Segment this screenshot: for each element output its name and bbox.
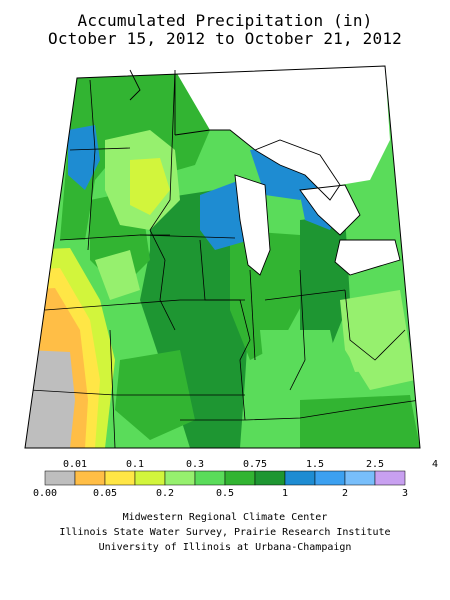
legend-swatch (44, 470, 76, 486)
lake-outlines (129, 69, 401, 276)
legend-upper-label: 4 (431, 459, 439, 470)
boundary-mi-in (264, 289, 346, 301)
legend-upper-label: 0.75 (242, 459, 268, 470)
field-mich-ohio-15-2 (300, 215, 350, 350)
boundary-ia-ne (159, 259, 176, 331)
legend-upper-label: 2.5 (365, 459, 385, 470)
legend-swatch (344, 470, 376, 486)
legend-lower-label: 0.00 (32, 488, 58, 499)
legend-upper-label: 0.01 (62, 459, 88, 470)
field-mn-02-03 (130, 158, 170, 215)
boundary-il-west (199, 239, 251, 421)
credit-line-1: Midwestern Regional Climate Center (122, 512, 328, 523)
boundary-il-in (249, 269, 256, 361)
legend-swatch (164, 470, 196, 486)
legend-swatch (134, 470, 166, 486)
water-and-canada (175, 66, 400, 275)
lake-erie-ontario (335, 240, 400, 275)
lake-michigan (235, 175, 270, 275)
boundary-mn-wi (149, 69, 176, 261)
legend-swatch (374, 470, 406, 486)
boundary-ks-ok (29, 389, 245, 396)
erie-outline (334, 239, 401, 276)
legend-lower-label: 2 (341, 488, 349, 499)
field-west-000-001 (25, 350, 75, 448)
boundary-ky-tn (244, 399, 420, 421)
boundary-dakotas (87, 79, 96, 251)
boundary-in-oh (289, 269, 306, 391)
michigan-outline (234, 174, 271, 276)
field-kentucky-1-15 (300, 395, 420, 448)
lake-huron (300, 185, 360, 235)
legend-lower-label: 3 (401, 488, 409, 499)
field-nd-2-25 (68, 125, 100, 190)
legend-swatch (224, 470, 256, 486)
legend-swatch (194, 470, 226, 486)
field-ohio-light (345, 340, 385, 372)
state-boundaries (29, 69, 420, 448)
legend-lower-label: 0.05 (92, 488, 118, 499)
superior-outline (174, 129, 341, 201)
map-title-line-1: Accumulated Precipitation (in) (77, 11, 373, 30)
legend-swatch (284, 470, 316, 486)
field-indiana-05-1 (260, 330, 345, 420)
legend-upper-label: 1.5 (305, 459, 325, 470)
credit-line-3: University of Illinois at Urbana-Champai… (98, 542, 352, 553)
lake-of-woods (129, 69, 141, 101)
boundary-co-ks (109, 329, 116, 448)
legend-color-bar (44, 470, 406, 486)
legend-lower-label: 0.5 (215, 488, 235, 499)
map-frame (24, 65, 421, 449)
map-title-line-2: October 15, 2012 to October 21, 2012 (48, 29, 402, 48)
legend-swatch (74, 470, 106, 486)
canada-area (175, 66, 390, 185)
legend-lower-label: 0.2 (155, 488, 175, 499)
credit-line-2: Illinois State Water Survey, Prairie Res… (59, 527, 391, 538)
huron-outline (299, 184, 361, 236)
legend-swatch (104, 470, 136, 486)
boundary-oh-wv (344, 289, 406, 361)
legend-lower-label: 1 (281, 488, 289, 499)
legend-upper-label: 0.1 (125, 459, 145, 470)
boundary-nd-sd (69, 147, 131, 151)
legend-swatch (254, 470, 286, 486)
field-nebraska-03-05 (95, 250, 140, 300)
legend-swatch (314, 470, 346, 486)
boundary-mn-ia (139, 234, 236, 239)
legend-upper-label: 0.3 (185, 459, 205, 470)
